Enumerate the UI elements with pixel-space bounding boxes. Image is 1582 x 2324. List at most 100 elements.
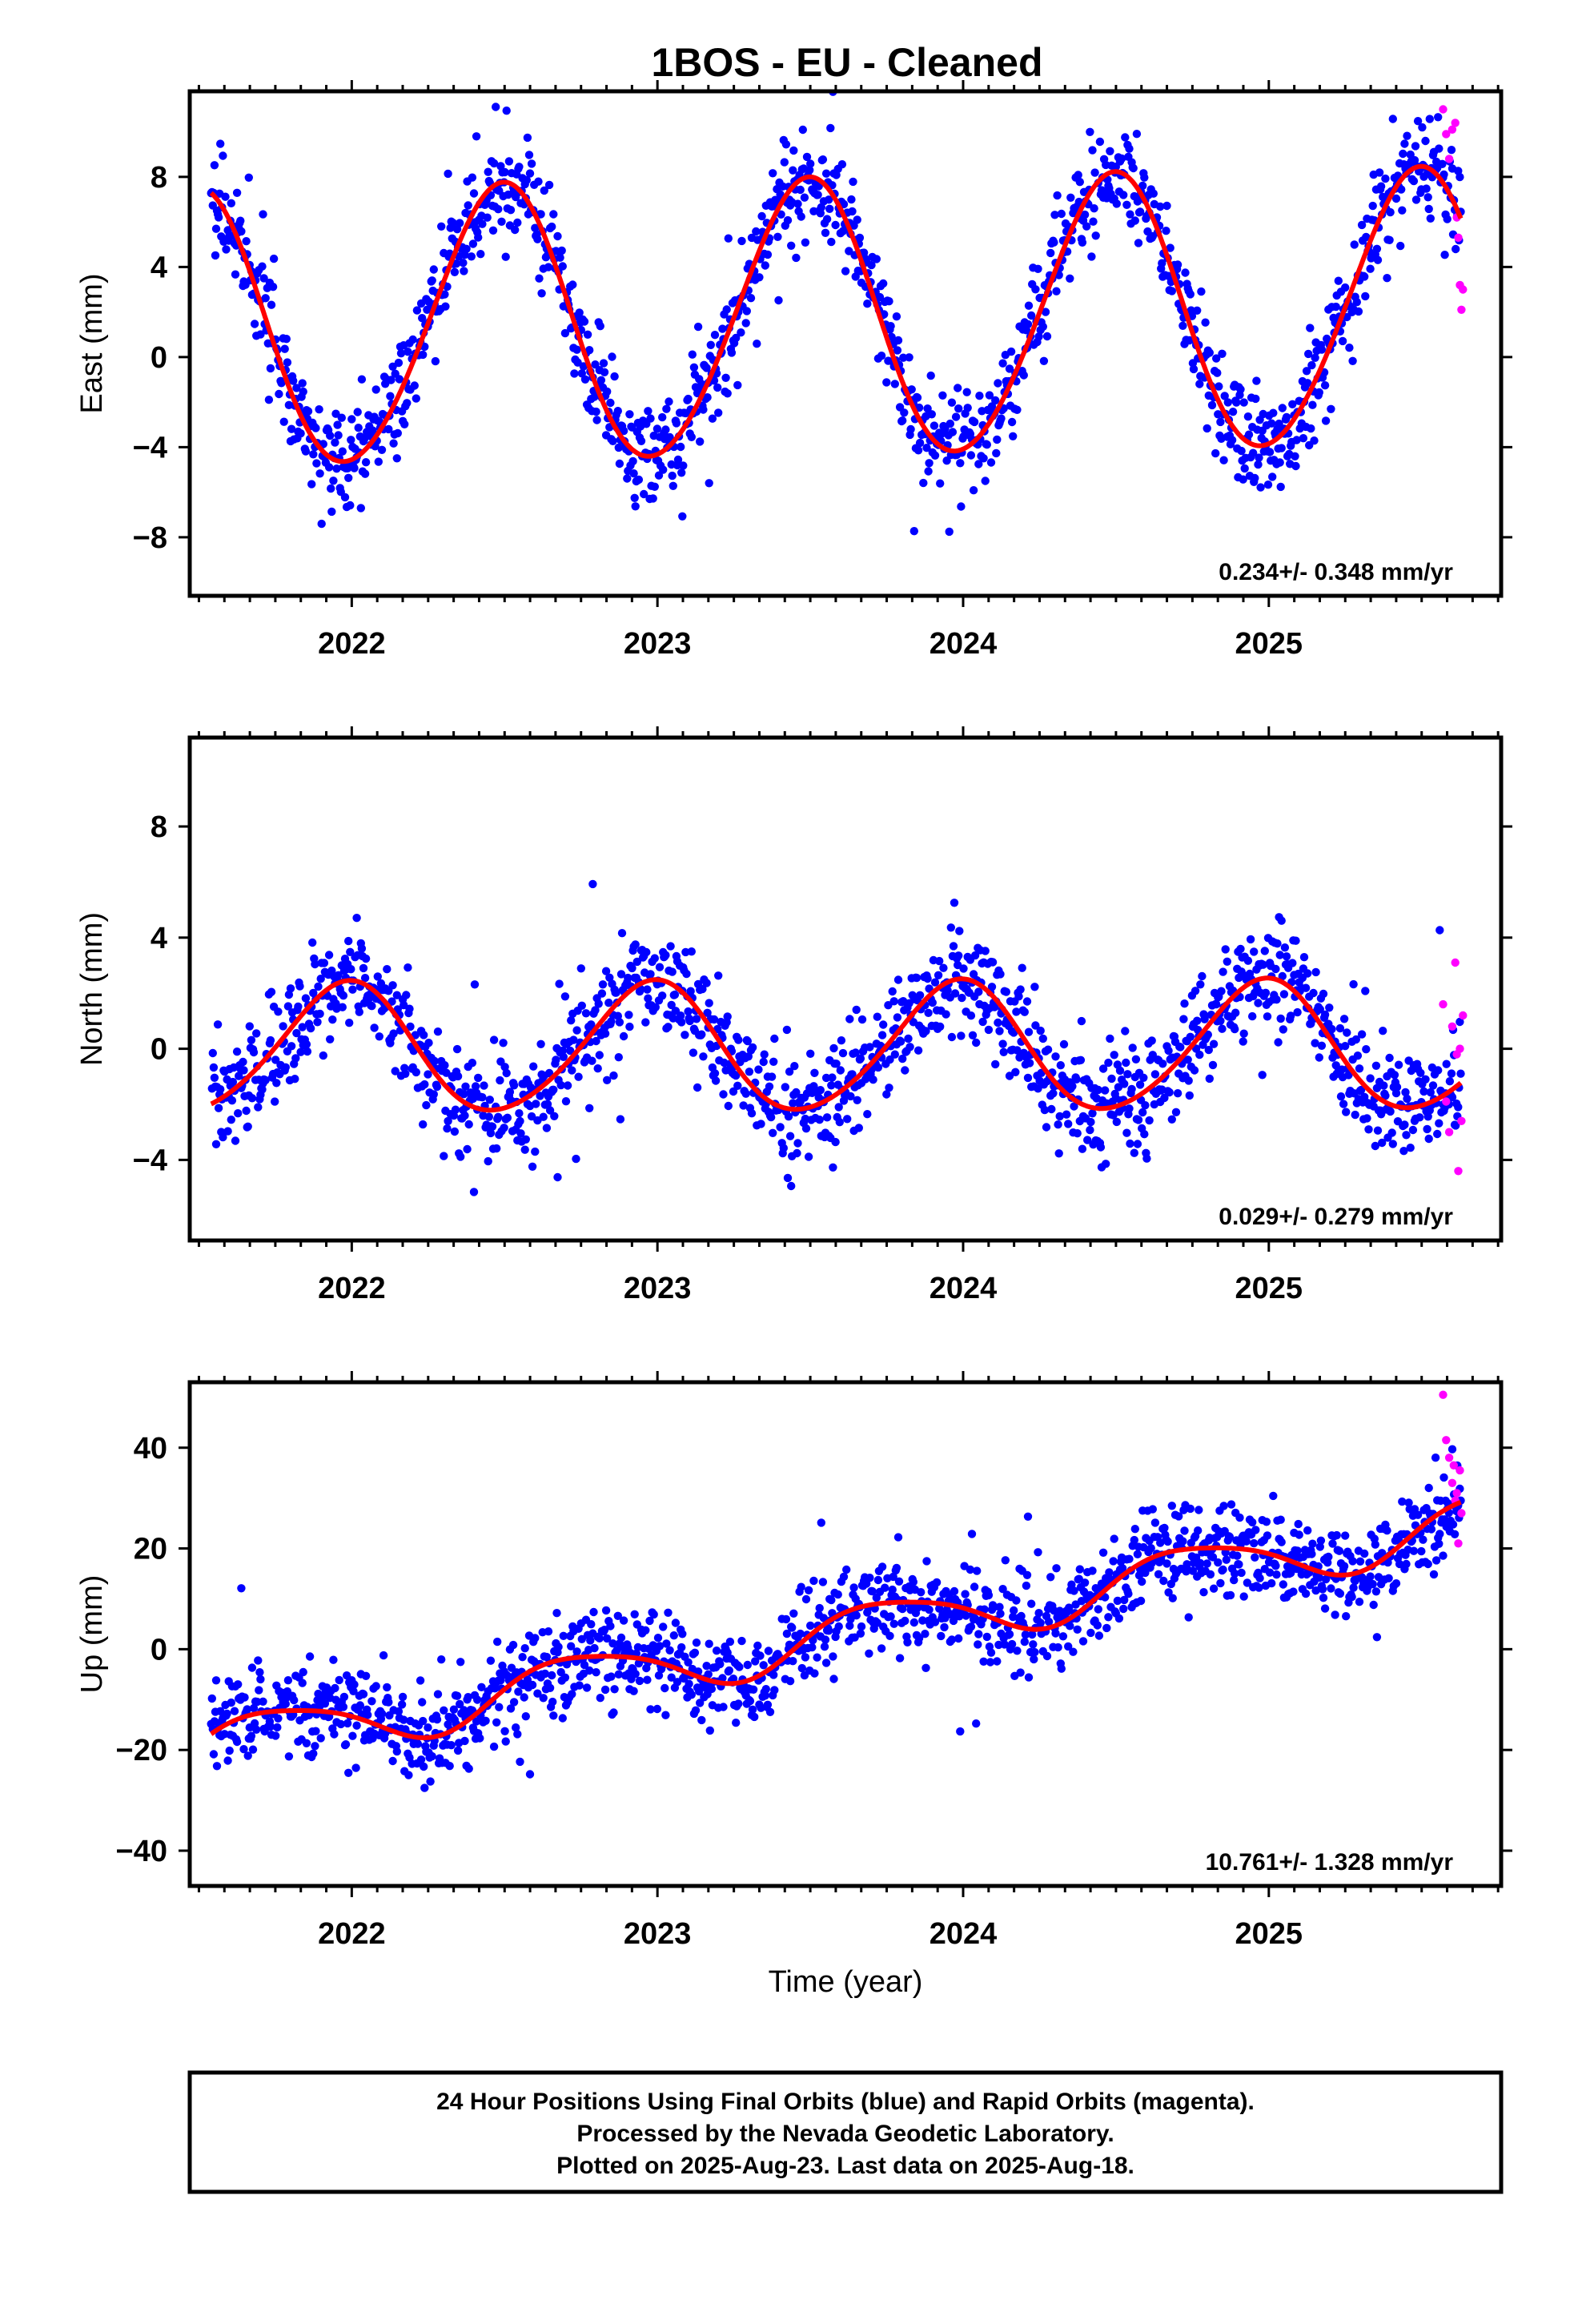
data-point <box>780 158 789 167</box>
data-point <box>1399 1147 1408 1156</box>
data-point <box>677 442 685 452</box>
data-point <box>1435 1539 1443 1549</box>
data-point <box>1339 1100 1348 1108</box>
data-point <box>810 1068 819 1078</box>
data-point <box>1203 1030 1213 1039</box>
data-point <box>805 166 814 175</box>
data-point <box>1233 1551 1242 1560</box>
data-point <box>533 1689 542 1698</box>
data-point <box>1237 1568 1246 1578</box>
data-point <box>727 348 737 357</box>
data-point <box>1039 356 1049 365</box>
data-point <box>890 380 900 388</box>
data-point <box>733 380 742 390</box>
data-point <box>893 336 903 345</box>
data-point <box>231 270 240 279</box>
data-point <box>521 1712 530 1721</box>
data-point <box>1042 332 1052 341</box>
data-point <box>827 237 836 247</box>
data-point <box>973 1566 982 1575</box>
y-tick-label: −20 <box>116 1734 167 1767</box>
data-point <box>1424 204 1433 214</box>
data-point <box>877 1644 886 1653</box>
data-point <box>702 979 711 987</box>
data-point <box>1445 1077 1455 1086</box>
data-point <box>1164 1588 1173 1597</box>
data-point <box>1028 1630 1037 1639</box>
data-point <box>706 340 715 349</box>
data-point <box>655 1642 665 1651</box>
data-point <box>326 431 335 440</box>
data-point <box>574 1072 583 1081</box>
data-point <box>1292 436 1301 444</box>
data-point <box>651 1003 660 1012</box>
data-point <box>743 1036 752 1046</box>
data-point <box>418 314 427 323</box>
data-point <box>821 1635 830 1644</box>
data-point <box>782 1629 792 1638</box>
data-point <box>1159 1576 1168 1586</box>
data-point <box>1315 1542 1325 1551</box>
data-point <box>986 1648 996 1657</box>
data-point <box>1350 240 1359 249</box>
data-point <box>1115 1066 1125 1076</box>
data-point <box>1024 1673 1034 1682</box>
data-point <box>1066 193 1075 202</box>
rate-annotation: 0.234+/- 0.348 mm/yr <box>1219 559 1453 585</box>
data-point <box>600 368 609 376</box>
data-point <box>1034 1548 1042 1557</box>
data-point <box>1295 1530 1303 1539</box>
data-point <box>819 1614 829 1622</box>
data-point <box>825 195 833 204</box>
data-point <box>1106 1034 1114 1043</box>
data-point <box>266 364 275 373</box>
data-point <box>1291 452 1299 460</box>
data-point <box>1195 1506 1203 1514</box>
data-point <box>1125 1554 1134 1563</box>
data-point <box>631 502 640 511</box>
data-point <box>1263 480 1273 489</box>
data-point <box>686 987 695 995</box>
data-point <box>608 352 616 361</box>
data-point <box>1278 971 1287 981</box>
data-point <box>668 471 677 480</box>
data-point <box>895 1654 905 1663</box>
data-point <box>825 1626 833 1635</box>
data-point <box>898 1604 907 1614</box>
data-point <box>331 409 340 418</box>
data-point <box>548 1671 556 1680</box>
data-point <box>433 1027 443 1036</box>
data-point <box>1243 412 1253 421</box>
data-point <box>470 980 480 989</box>
data-point <box>1217 987 1226 995</box>
data-point <box>1010 1606 1018 1615</box>
data-point <box>915 438 925 448</box>
data-point <box>747 1109 757 1118</box>
data-point <box>548 1697 557 1707</box>
data-point <box>935 956 944 966</box>
data-point <box>909 1618 919 1627</box>
data-point <box>281 1699 290 1708</box>
data-point <box>785 1677 795 1686</box>
data-point <box>1342 1108 1351 1116</box>
data-point <box>705 1726 714 1735</box>
data-point <box>924 467 933 476</box>
data-point <box>1110 1051 1118 1059</box>
data-point <box>798 125 807 135</box>
data-point <box>853 1096 861 1105</box>
data-point <box>1034 1084 1042 1093</box>
data-point <box>588 1056 596 1065</box>
data-point <box>954 951 963 960</box>
data-point <box>1167 1115 1177 1124</box>
data-point <box>486 1656 496 1665</box>
data-point <box>520 1145 529 1154</box>
data-point <box>1164 1046 1173 1055</box>
data-point <box>585 1666 594 1675</box>
data-point <box>1034 332 1043 341</box>
data-point <box>894 1577 904 1586</box>
data-point <box>383 1683 391 1692</box>
data-point <box>307 480 316 489</box>
data-point <box>940 1622 949 1632</box>
data-point <box>1189 364 1199 374</box>
